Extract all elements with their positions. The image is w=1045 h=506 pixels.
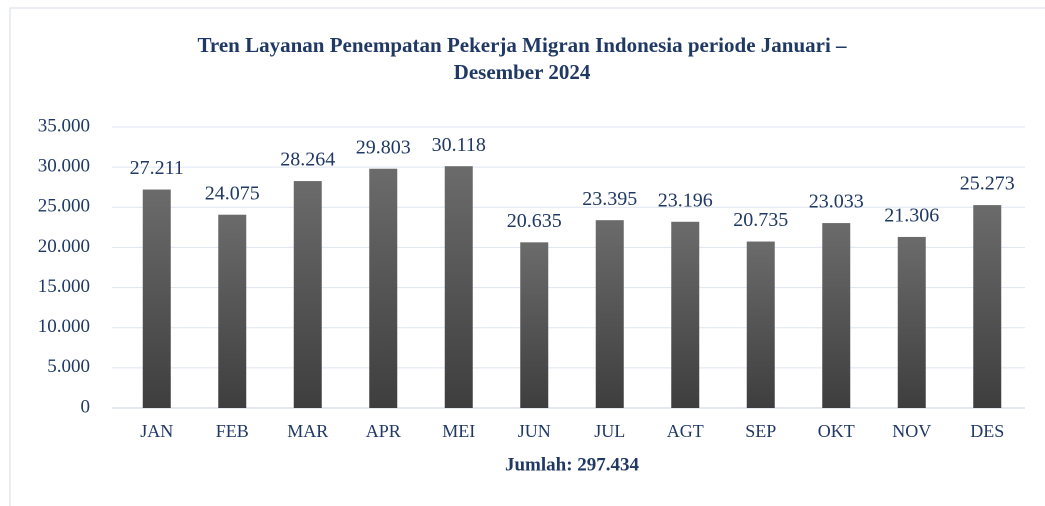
bar xyxy=(671,221,700,408)
value-label: 24.075 xyxy=(205,182,260,204)
x-tick-label: DES xyxy=(970,421,1004,441)
bar xyxy=(444,166,473,408)
value-label: 23.033 xyxy=(809,191,864,213)
x-tick-label: OKT xyxy=(818,421,855,441)
bar xyxy=(218,214,247,408)
bar xyxy=(369,168,398,408)
x-tick-label: FEB xyxy=(216,421,249,441)
bar xyxy=(595,220,624,408)
x-tick-label: JUN xyxy=(518,421,551,441)
bar xyxy=(520,242,549,408)
bar xyxy=(142,189,171,408)
x-tick-label: APR xyxy=(366,421,401,441)
value-label: 29.803 xyxy=(356,136,411,158)
x-axis-label: Jumlah: 297.434 xyxy=(505,454,640,475)
value-label: 23.196 xyxy=(658,189,713,211)
bar xyxy=(973,205,1002,408)
x-tick-label: JAN xyxy=(140,421,173,441)
x-tick-label: JUL xyxy=(594,421,625,441)
value-label: 23.395 xyxy=(582,188,637,210)
x-tick-label: SEP xyxy=(745,421,776,441)
y-tick-label: 5.000 xyxy=(47,356,90,377)
y-tick-label: 10.000 xyxy=(38,316,90,337)
value-label: 20.735 xyxy=(733,209,788,231)
value-label: 21.306 xyxy=(884,205,939,227)
bar xyxy=(822,223,851,408)
bar xyxy=(746,241,775,408)
y-tick-label: 25.000 xyxy=(38,196,90,217)
y-tick-label: 35.000 xyxy=(38,115,90,136)
x-tick-label: MEI xyxy=(442,421,475,441)
value-label: 28.264 xyxy=(280,149,335,171)
y-tick-label: 30.000 xyxy=(38,156,90,177)
chart-title: Tren Layanan Penempatan Pekerja Migran I… xyxy=(197,33,847,84)
chart-border xyxy=(9,7,1045,506)
y-tick-label: 20.000 xyxy=(38,236,90,257)
value-label: 27.211 xyxy=(130,157,184,179)
y-tick-label: 0 xyxy=(81,396,91,417)
x-tick-label: AGT xyxy=(667,421,704,441)
y-tick-label: 15.000 xyxy=(38,276,90,297)
bar xyxy=(293,181,322,408)
value-label: 25.273 xyxy=(960,173,1015,195)
x-tick-label: MAR xyxy=(287,421,328,441)
x-tick-label: NOV xyxy=(892,421,931,441)
bar xyxy=(897,236,926,408)
value-label: 30.118 xyxy=(432,134,486,156)
value-label: 20.635 xyxy=(507,210,562,232)
